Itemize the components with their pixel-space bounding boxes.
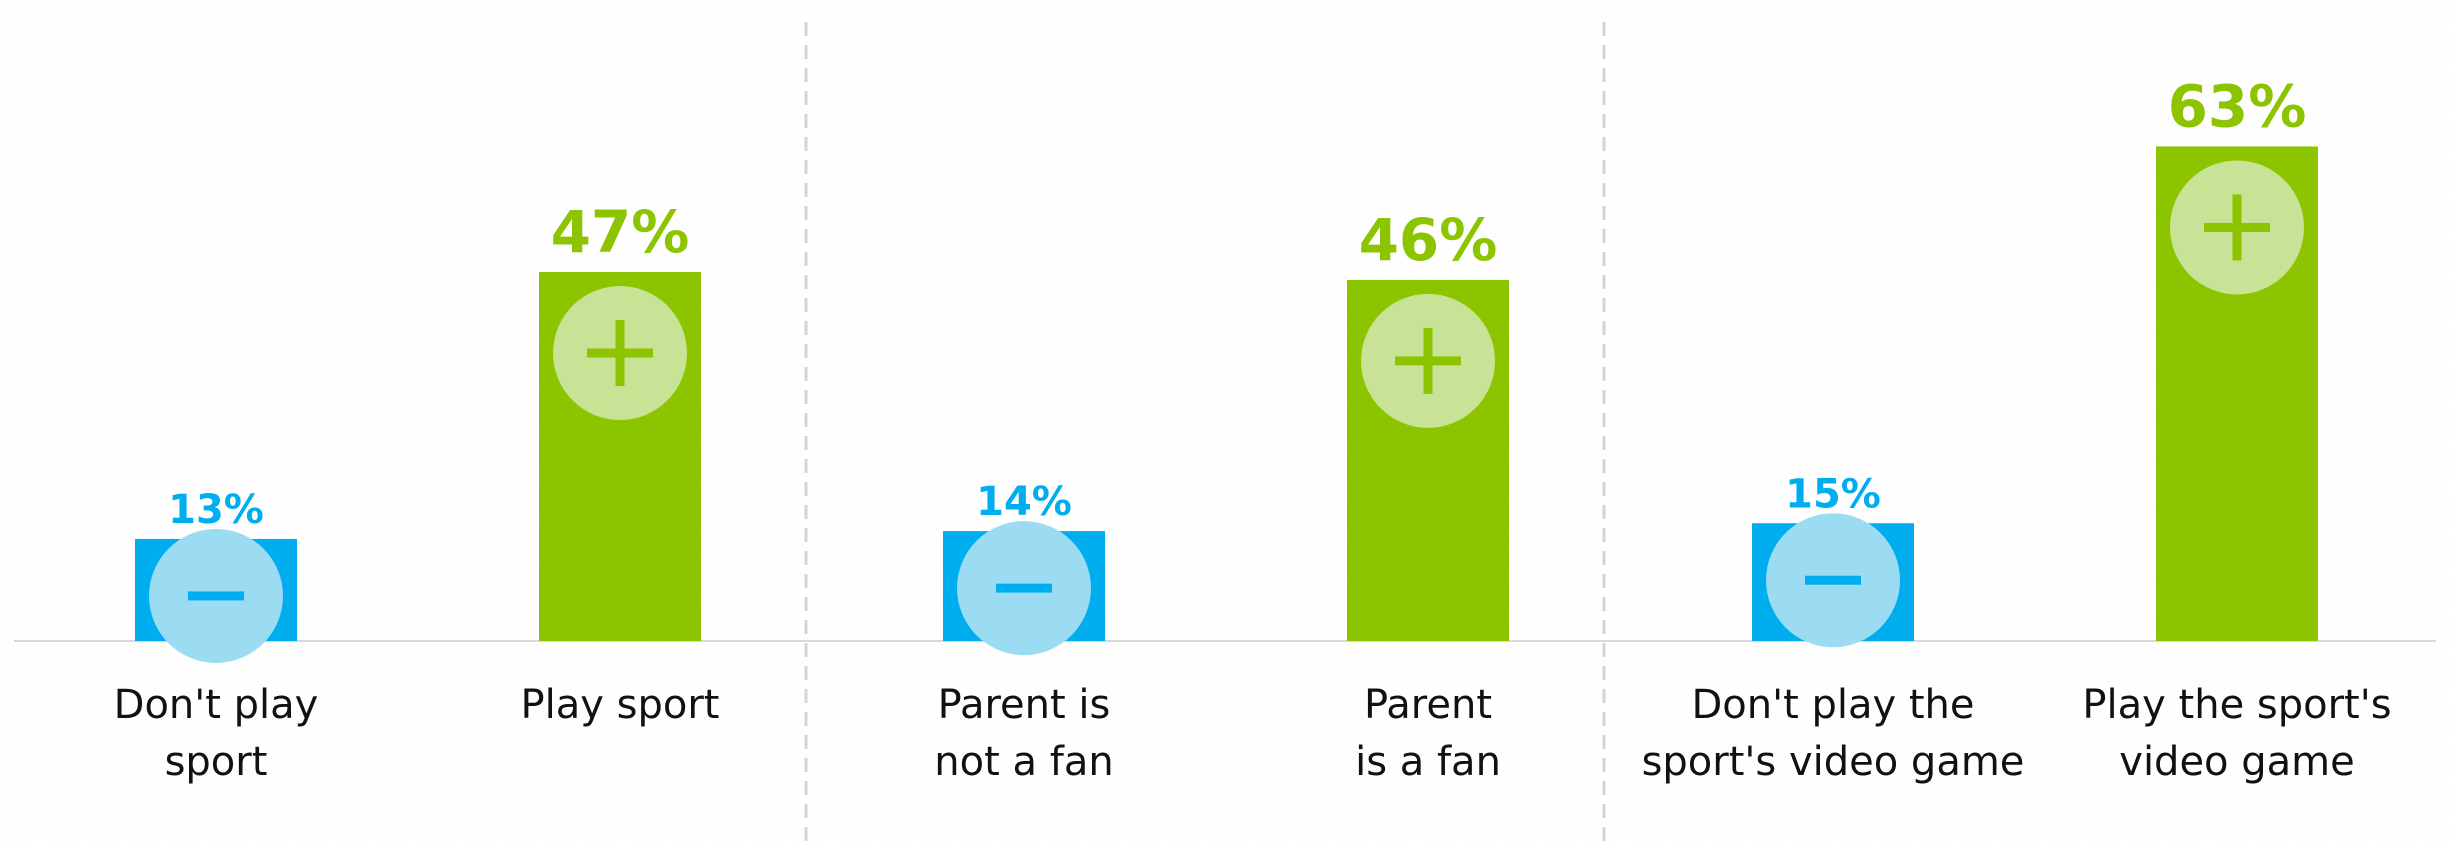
category-label-line: sport's video game [1642,739,2025,785]
icon-horizontal-stroke [188,591,244,600]
category-label-line: Don't play the [1691,682,1974,728]
value-label-parent-is-a-fan: 46% [1359,206,1498,274]
category-label-line: is a fan [1355,739,1501,785]
category-label-play-sport: Play sport [521,682,720,728]
category-label-don-t-play-the-sport-s-video-game: Don't play the sport's video game [1642,682,2025,785]
category-label-line: Parent [1364,682,1492,728]
category-label-parent-is-not-a-fan: Parent is not a fan [934,682,1113,785]
value-label-parent-is-not-a-fan: 14% [976,479,1072,525]
icon-vertical-stroke [1424,328,1433,394]
category-label-line: Parent is [938,682,1111,728]
plus-icon [1361,294,1495,428]
icon-vertical-stroke [2233,194,2242,260]
category-label-line: video game [2119,739,2354,785]
value-label-don-t-play-sport: 13% [168,487,264,533]
minus-icon [1766,513,1900,647]
category-label-line: Play the sport's [2082,682,2391,728]
minus-icon [149,529,283,663]
minus-icon [957,521,1091,655]
icon-horizontal-stroke [1805,576,1861,585]
category-label-line: sport [165,739,268,785]
labels-layer: 13% Don't play sport 47% Play sport 14% Parent… [114,72,2392,785]
category-label-line: Play sport [521,682,720,728]
icon-vertical-stroke [616,320,625,386]
plus-icon [553,286,687,420]
category-label-parent-is-a-fan: Parent is a fan [1355,682,1501,785]
value-label-play-sport: 47% [551,198,690,266]
icon-horizontal-stroke [996,584,1052,593]
category-label-line: not a fan [934,739,1113,785]
bars-layer [135,146,2318,663]
plus-icon [2170,160,2304,294]
category-label-don-t-play-sport: Don't play sport [114,682,319,785]
value-label-play-the-sport-s-video-game: 63% [2168,72,2307,140]
value-label-don-t-play-the-sport-s-video-game: 15% [1785,471,1881,517]
category-label-line: Don't play [114,682,319,728]
category-label-play-the-sport-s-video-game: Play the sport's video game [2082,682,2391,785]
